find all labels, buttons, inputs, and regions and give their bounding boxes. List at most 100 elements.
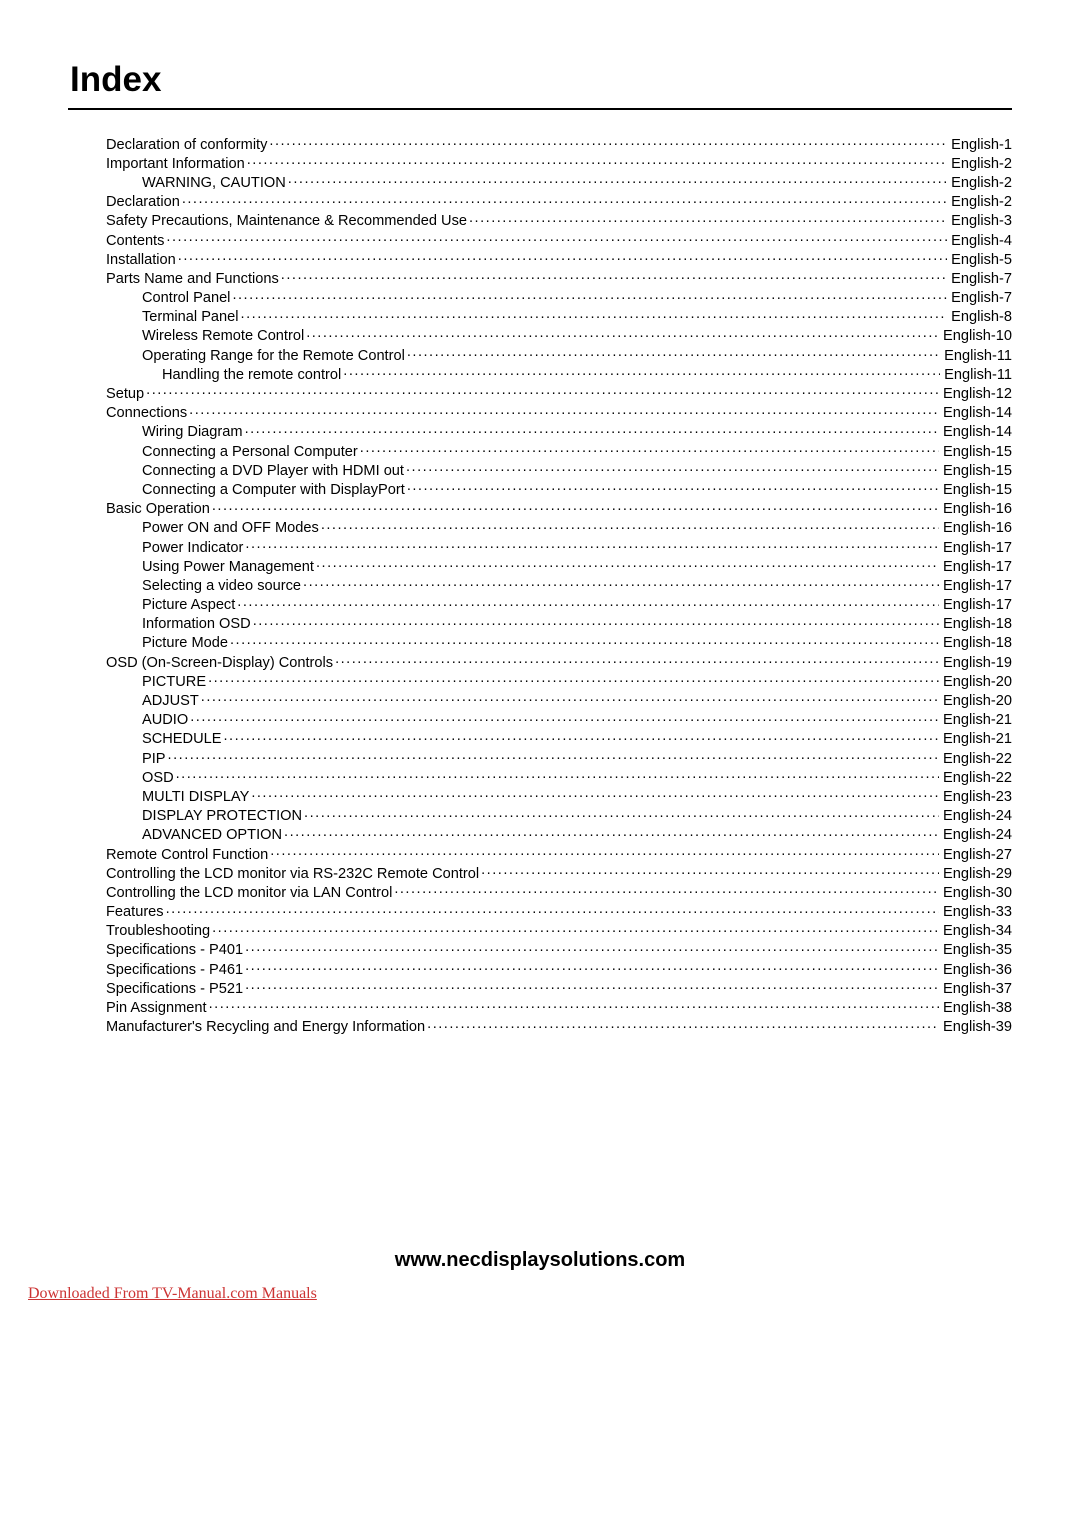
page-container: Index Declaration of conformity English-… (0, 0, 1080, 1528)
toc-entry-page: English-3 (947, 214, 1012, 229)
toc-entry-page: English-12 (939, 387, 1012, 402)
toc-row: ADJUST English-20 (106, 690, 1012, 708)
toc-row: OSD English-22 (106, 767, 1012, 785)
toc-entry-page: English-19 (939, 656, 1012, 671)
toc-entry-label: OSD (142, 771, 176, 786)
toc-entry-label: Using Power Management (142, 560, 316, 575)
toc-row: Installation English-5 (106, 249, 1012, 267)
toc-leader-dots (316, 556, 939, 571)
toc-entry-page: English-39 (939, 1020, 1012, 1035)
toc-entry-label: Features (106, 905, 166, 920)
toc-leader-dots (182, 192, 947, 207)
toc-entry-page: English-1 (947, 138, 1012, 153)
toc-entry-label: Specifications - P461 (106, 963, 245, 978)
toc-row: Picture Aspect English-17 (106, 595, 1012, 613)
toc-entry-label: Picture Mode (142, 636, 230, 651)
toc-row: DISPLAY PROTECTION English-24 (106, 806, 1012, 824)
toc-row: OSD (On-Screen-Display) Controls English… (106, 652, 1012, 670)
toc-leader-dots (237, 595, 939, 610)
toc-entry-label: Wiring Diagram (142, 425, 245, 440)
toc-entry-page: English-8 (947, 310, 1012, 325)
toc-leader-dots (481, 863, 939, 878)
toc-row: Declaration of conformity English-1 (106, 134, 1012, 152)
toc-leader-dots (176, 767, 939, 782)
toc-leader-dots (335, 652, 939, 667)
toc-leader-dots (212, 499, 939, 514)
toc-entry-label: ADVANCED OPTION (142, 828, 284, 843)
toc-row: Contents English-4 (106, 230, 1012, 248)
toc-entry-page: English-11 (940, 349, 1012, 364)
toc-row: Specifications - P521 English-37 (106, 978, 1012, 996)
toc-leader-dots (166, 902, 939, 917)
toc-row: Terminal Panel English-8 (106, 307, 1012, 325)
toc-row: Power ON and OFF Modes English-16 (106, 518, 1012, 536)
toc-leader-dots (269, 134, 947, 149)
toc-entry-page: English-29 (939, 867, 1012, 882)
toc-entry-page: English-17 (939, 541, 1012, 556)
toc-row: Basic Operation English-16 (106, 499, 1012, 517)
toc-leader-dots (245, 940, 939, 955)
toc-leader-dots (407, 479, 939, 494)
toc-entry-page: English-21 (939, 732, 1012, 747)
toc-leader-dots (201, 690, 939, 705)
toc-entry-label: Picture Aspect (142, 598, 237, 613)
toc-entry-page: English-5 (947, 253, 1012, 268)
toc-entry-label: PICTURE (142, 675, 208, 690)
toc-entry-label: Contents (106, 234, 166, 249)
toc-row: Picture Mode English-18 (106, 633, 1012, 651)
toc-entry-label: ADJUST (142, 694, 201, 709)
toc-entry-page: English-20 (939, 694, 1012, 709)
toc-leader-dots (247, 153, 947, 168)
toc-entry-label: Parts Name and Functions (106, 272, 281, 287)
toc-leader-dots (245, 959, 939, 974)
page-title: Index (68, 60, 1012, 100)
toc-leader-dots (321, 518, 939, 533)
toc-entry-label: Wireless Remote Control (142, 329, 306, 344)
title-rule (68, 108, 1012, 110)
toc-entry-page: English-17 (939, 598, 1012, 613)
toc-entry-label: Connecting a DVD Player with HDMI out (142, 464, 406, 479)
toc-row: Connecting a DVD Player with HDMI out En… (106, 460, 1012, 478)
toc-leader-dots (303, 575, 939, 590)
toc-entry-label: MULTI DISPLAY (142, 790, 251, 805)
toc-row: PIP English-22 (106, 748, 1012, 766)
toc-entry-page: English-18 (939, 636, 1012, 651)
toc-leader-dots (427, 1017, 939, 1032)
toc-leader-dots (251, 786, 939, 801)
toc-row: Operating Range for the Remote Control E… (106, 345, 1012, 363)
toc-entry-label: Setup (106, 387, 146, 402)
toc-leader-dots (223, 729, 939, 744)
download-note-link[interactable]: Downloaded From TV-Manual.com Manuals (28, 1285, 317, 1303)
toc-row: Pin Assignment English-38 (106, 997, 1012, 1015)
toc-leader-dots (245, 537, 939, 552)
toc-entry-label: Power Indicator (142, 541, 245, 556)
toc-leader-dots (288, 172, 947, 187)
toc-entry-page: English-7 (947, 291, 1012, 306)
toc-row: Manufacturer's Recycling and Energy Info… (106, 1017, 1012, 1035)
toc-leader-dots (209, 997, 939, 1012)
toc-leader-dots (253, 614, 939, 629)
toc-row: MULTI DISPLAY English-23 (106, 786, 1012, 804)
toc-leader-dots (208, 671, 939, 686)
toc-entry-label: Declaration (106, 195, 182, 210)
toc-row: Specifications - P401 English-35 (106, 940, 1012, 958)
toc-entry-label: Connecting a Personal Computer (142, 445, 360, 460)
toc-entry-page: English-22 (939, 771, 1012, 786)
toc-leader-dots (189, 403, 939, 418)
toc-entry-page: English-16 (939, 521, 1012, 536)
toc-entry-page: English-34 (939, 924, 1012, 939)
toc-entry-page: English-35 (939, 943, 1012, 958)
toc-entry-label: Connecting a Computer with DisplayPort (142, 483, 407, 498)
toc-entry-label: Specifications - P521 (106, 982, 245, 997)
toc-entry-label: Selecting a video source (142, 579, 303, 594)
toc-entry-label: Terminal Panel (142, 310, 241, 325)
toc-entry-page: English-27 (939, 848, 1012, 863)
toc-leader-dots (146, 383, 939, 398)
toc-row: Setup English-12 (106, 383, 1012, 401)
toc-entry-label: Operating Range for the Remote Control (142, 349, 407, 364)
toc-leader-dots (168, 748, 940, 763)
toc-entry-page: English-16 (939, 502, 1012, 517)
toc-row: Using Power Management English-17 (106, 556, 1012, 574)
toc-row: Troubleshooting English-34 (106, 921, 1012, 939)
toc-entry-label: Control Panel (142, 291, 232, 306)
